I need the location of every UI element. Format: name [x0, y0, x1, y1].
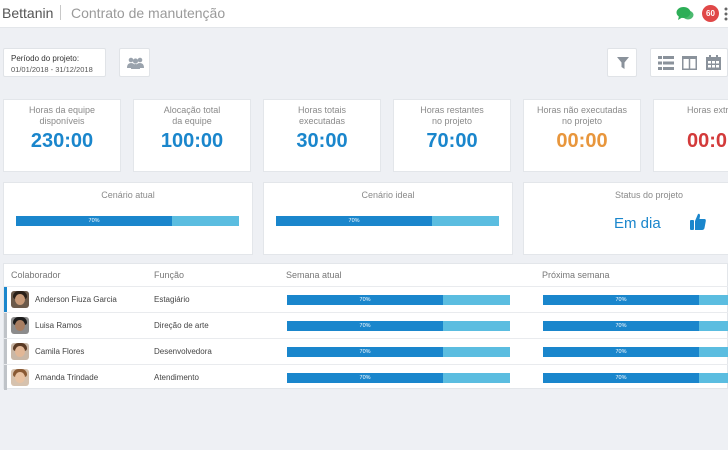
progress-fill: 70% [543, 295, 699, 305]
collaborator-role: Atendimento [154, 373, 199, 382]
calendar-view-icon[interactable] [706, 55, 721, 70]
kpi-value: 70:00 [426, 130, 478, 152]
project-status-value: Em dia [614, 215, 661, 232]
kpi-value: 230:00 [30, 130, 94, 152]
kpi-label: Horas restantes no projeto [420, 105, 484, 126]
kpi-label: Alocação total da equipe [163, 105, 221, 126]
chat-icon[interactable] [676, 6, 694, 22]
view-switcher [650, 48, 728, 77]
board-view-icon[interactable] [682, 56, 697, 70]
kpi-value: 00:00 [556, 130, 608, 152]
more-vertical-icon[interactable] [724, 6, 728, 22]
ideal-scenario-bar: 70% [276, 216, 499, 226]
column-header-collaborator[interactable]: Colaborador [11, 270, 61, 280]
column-header-current-week[interactable]: Semana atual [286, 270, 342, 280]
brand-name[interactable]: Bettanin [2, 5, 54, 21]
kpi-value: 00:0 [687, 130, 728, 152]
avatar [11, 291, 29, 308]
table-row[interactable]: Camila Flores Desenvolvedora 70% 70% [4, 338, 728, 364]
team-icon [127, 57, 144, 69]
next-week-bar: 70% [543, 295, 728, 305]
kpi-card-remaining-hours: Horas restantes no projeto 70:00 [393, 99, 511, 172]
ideal-scenario-card: Cenário ideal 70% [263, 182, 513, 255]
project-status-title: Status do projeto [614, 190, 684, 200]
progress-fill: 70% [543, 321, 699, 331]
current-week-bar: 70% [287, 321, 510, 331]
kpi-card-extra-hours: Horas extra 00:0 [653, 99, 728, 172]
avatar [11, 369, 29, 386]
team-button[interactable] [119, 48, 150, 77]
filter-button[interactable] [607, 48, 637, 77]
ideal-scenario-title: Cenário ideal [361, 190, 415, 200]
table-row[interactable]: Anderson Fiuza Garcia Estagiário 70% 70% [4, 286, 728, 312]
progress-label: 70% [348, 218, 360, 224]
next-week-bar: 70% [543, 373, 728, 383]
table-row[interactable]: Amanda Trindade Atendimento 70% 70% [4, 364, 728, 390]
kpi-value: 100:00 [160, 130, 224, 152]
progress-fill: 70% [287, 347, 444, 357]
kpi-card-unexecuted-hours: Horas não executadas no projeto 00:00 [523, 99, 641, 172]
progress-fill: 70% [287, 373, 444, 383]
progress-label: 70% [88, 218, 100, 224]
progress-label: 70% [615, 297, 627, 303]
avatar [11, 343, 29, 360]
collaborator-role: Estagiário [154, 295, 190, 304]
kpi-label: Horas não executadas no projeto [536, 105, 628, 126]
progress-fill: 70% [287, 321, 444, 331]
kpi-value: 30:00 [296, 130, 348, 152]
progress-label: 70% [359, 375, 371, 381]
current-scenario-bar: 70% [16, 216, 239, 226]
kpi-label: Horas extra [687, 105, 728, 115]
filter-icon [617, 57, 629, 69]
progress-fill: 70% [543, 347, 699, 357]
progress-label: 70% [615, 349, 627, 355]
thumbs-up-icon [690, 213, 706, 230]
table-row[interactable]: Luisa Ramos Direção de arte 70% 70% [4, 312, 728, 338]
row-accent [4, 287, 7, 312]
collaborator-name: Amanda Trindade [35, 373, 99, 382]
progress-label: 70% [615, 375, 627, 381]
progress-label: 70% [359, 297, 371, 303]
avatar [11, 317, 29, 334]
project-title: Contrato de manutenção [71, 5, 226, 21]
kpi-label: Horas totais executadas [297, 105, 347, 126]
project-status-card: Status do projeto Em dia [523, 182, 728, 255]
collaborator-name: Luisa Ramos [35, 321, 82, 330]
top-bar: Bettanin Contrato de manutenção 60 [0, 0, 728, 28]
progress-fill: 70% [276, 216, 433, 226]
period-value: 01/01/2018 - 31/12/2018 [11, 65, 93, 74]
row-accent [4, 365, 7, 390]
column-header-next-week[interactable]: Próxima semana [542, 270, 610, 280]
column-header-role[interactable]: Função [154, 270, 185, 280]
kpi-card-executed-hours: Horas totais executadas 30:00 [263, 99, 381, 172]
next-week-bar: 70% [543, 347, 728, 357]
row-accent [4, 313, 7, 338]
collaborator-name: Camila Flores [35, 347, 85, 356]
current-week-bar: 70% [287, 295, 510, 305]
list-view-icon[interactable] [658, 56, 674, 70]
progress-label: 70% [359, 323, 371, 329]
progress-label: 70% [359, 349, 371, 355]
current-scenario-card: Cenário atual 70% [3, 182, 253, 255]
next-week-bar: 70% [543, 321, 728, 331]
team-allocation-table: Colaborador Função Semana atual Próxima … [3, 263, 728, 390]
collaborator-name: Anderson Fiuza Garcia [35, 295, 117, 304]
kpi-label: Horas da equipe disponíveis [28, 105, 96, 126]
collaborator-role: Direção de arte [154, 321, 209, 330]
kpi-card-total-allocation: Alocação total da equipe 100:00 [133, 99, 251, 172]
header-divider [60, 5, 61, 20]
progress-label: 70% [615, 323, 627, 329]
period-label: Período do projeto: [11, 54, 80, 63]
kpi-card-available-hours: Horas da equipe disponíveis 230:00 [3, 99, 121, 172]
current-week-bar: 70% [287, 347, 510, 357]
current-week-bar: 70% [287, 373, 510, 383]
project-period[interactable]: Período do projeto: 01/01/2018 - 31/12/2… [3, 48, 106, 77]
progress-fill: 70% [543, 373, 699, 383]
notification-badge[interactable]: 60 [702, 5, 719, 22]
progress-fill: 70% [16, 216, 173, 226]
row-accent [4, 339, 7, 364]
current-scenario-title: Cenário atual [101, 190, 155, 200]
progress-fill: 70% [287, 295, 444, 305]
collaborator-role: Desenvolvedora [154, 347, 212, 356]
